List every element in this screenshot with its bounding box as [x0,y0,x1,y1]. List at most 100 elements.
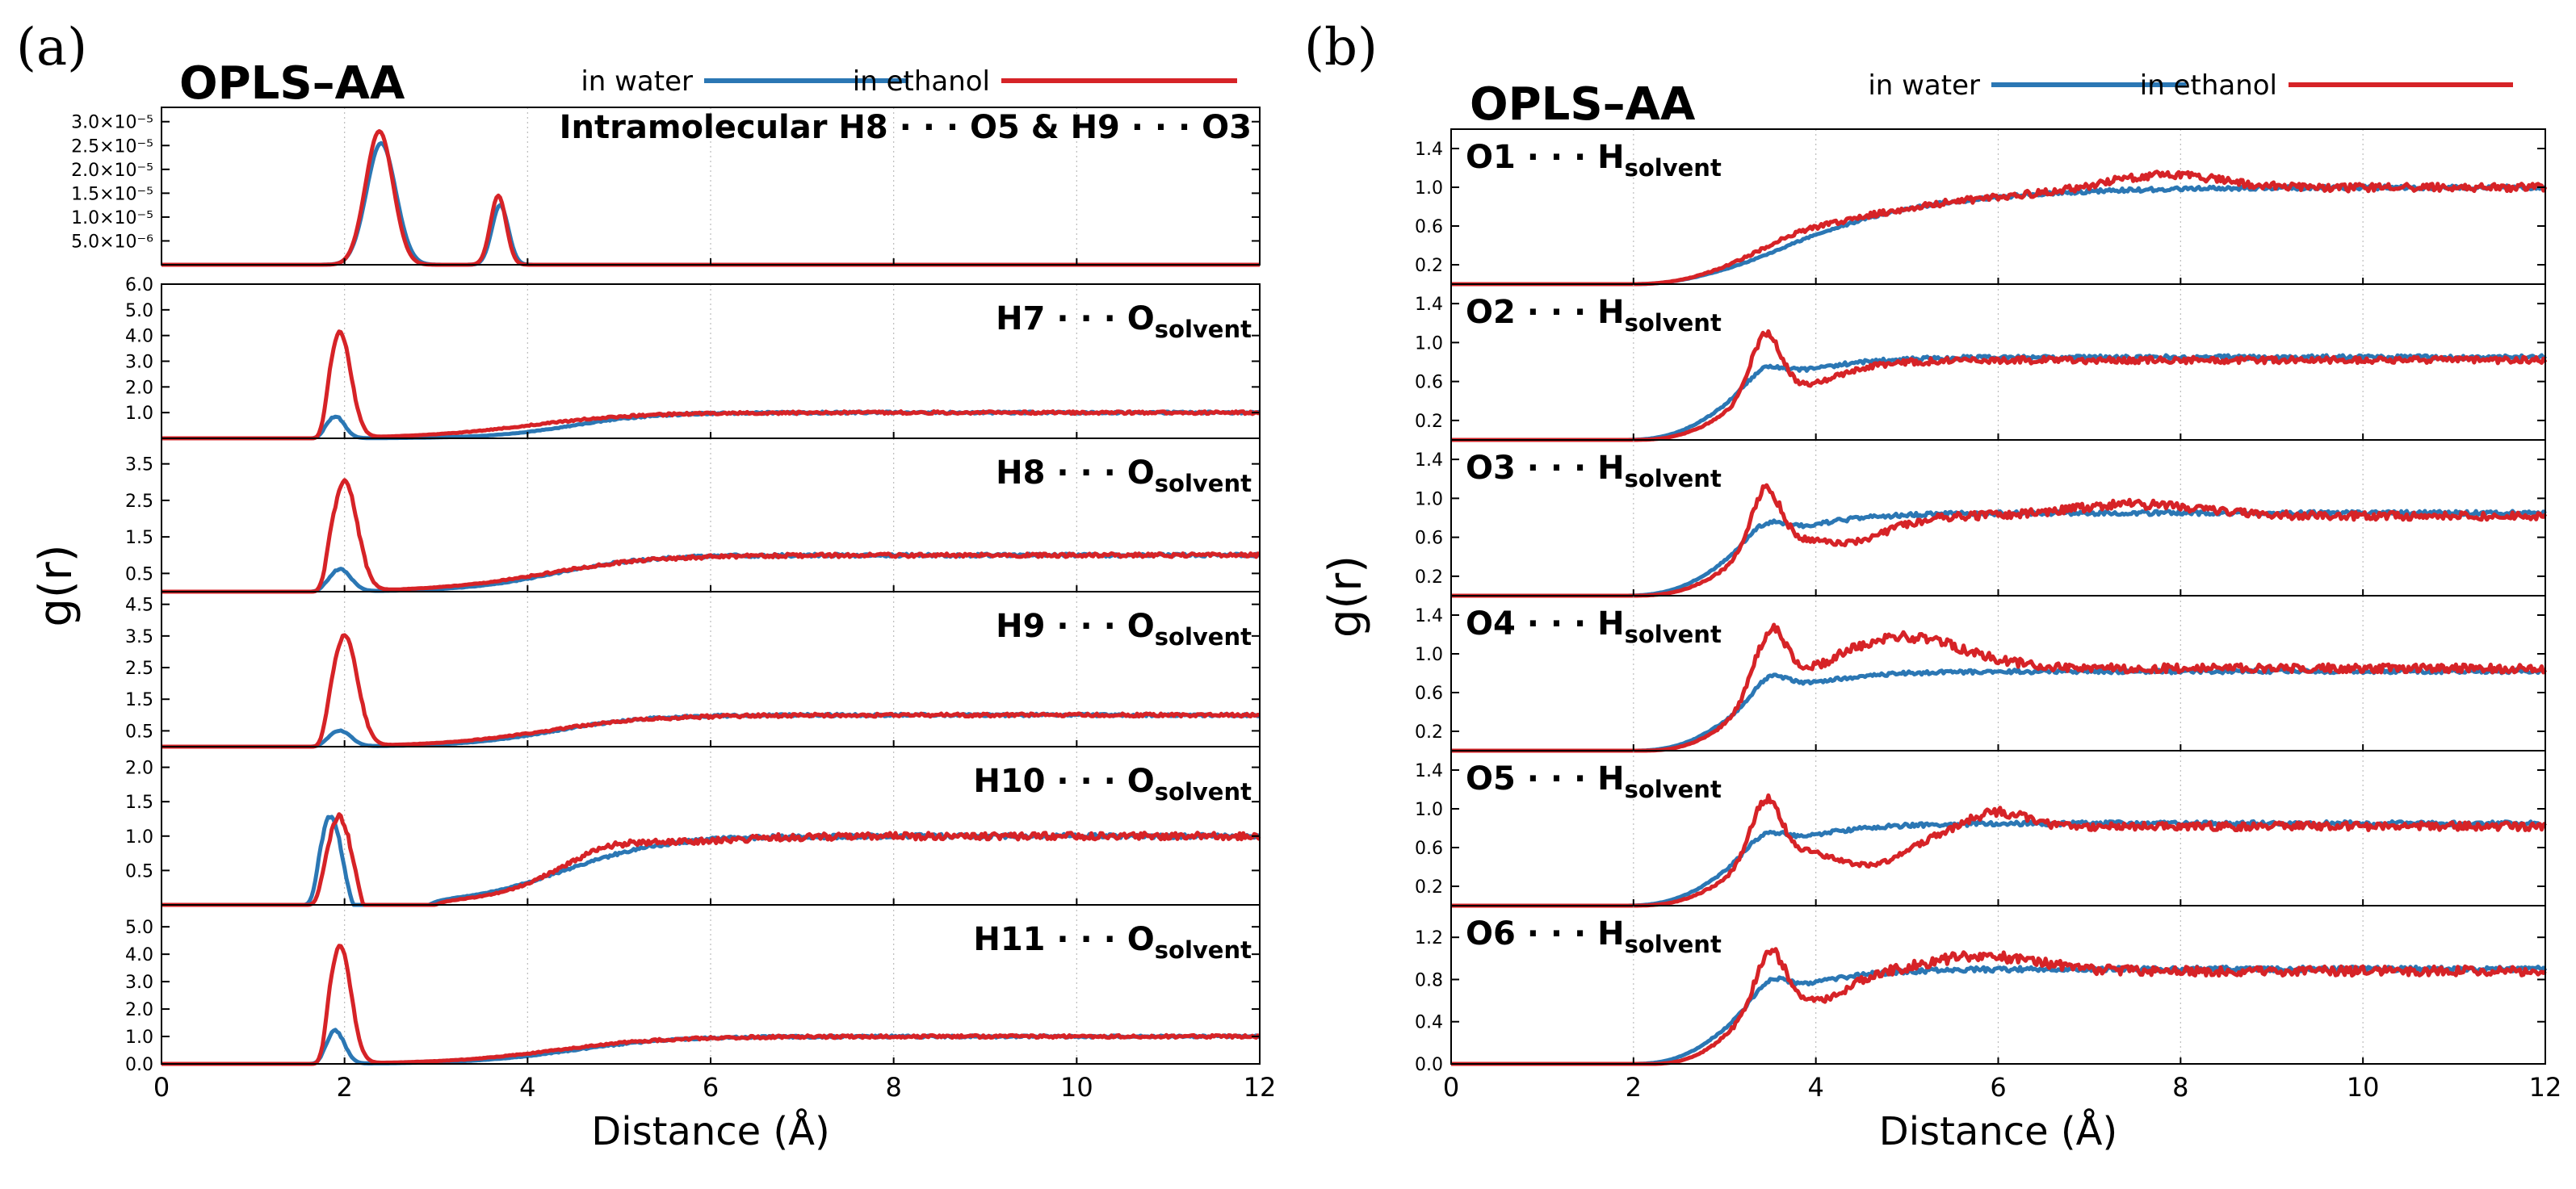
ytick-label: 1.5 [125,528,153,548]
ytick-label: 3.0×10⁻⁵ [71,113,153,133]
ytick-label: 4.0 [125,327,153,347]
subplot-5: 0.2 0.6 1.0 1.4 O5 · · · Hsolvent [1415,750,2547,908]
subplot-label-subscript: solvent [1625,931,1722,958]
legend-label-water: in water [1868,69,1980,102]
subplot-label-subscript: solvent [1625,309,1722,337]
xtick-label: 4 [1807,1072,1823,1103]
subplot-label-main: O4 · · · H [1466,605,1625,643]
ytick-label: 2.5 [125,492,153,512]
ytick-label: 2.0×10⁻⁵ [71,161,153,181]
xtick-label: 10 [2347,1072,2380,1103]
ytick-label: 1.4 [1415,606,1443,626]
series-ethanol-line [1450,793,2547,908]
ytick-label: 0.2 [1415,722,1443,743]
ytick-label: 3.5 [125,627,153,647]
subplot-label-subscript: solvent [1625,154,1722,182]
subplot-5: 0.5 1.0 1.5 2.0 H10 · · · Osolvent [125,746,1261,907]
ytick-label: 1.5×10⁻⁵ [71,184,153,204]
ytick-label: 0.6 [1415,529,1443,549]
subplot-label: O3 · · · Hsolvent [1466,450,1722,492]
ytick-label: 0.6 [1415,684,1443,704]
subplot-label-main: H9 · · · O [996,608,1155,645]
subplot-label-subscript: solvent [1155,470,1252,497]
ytick-label: 0.2 [1415,877,1443,898]
subplot-label: H7 · · · Osolvent [996,300,1252,343]
ytick-label: 0.0 [1415,1055,1443,1075]
ytick-label: 1.4 [1415,761,1443,781]
subplot-3: 0.5 1.5 2.5 3.5 H8 · · · Osolvent [125,438,1261,594]
model-label: OPLS–AA [1470,78,1696,131]
ytick-label: 3.0 [125,973,153,993]
x-axis-title: Distance (Å) [1879,1108,2117,1154]
ytick-label: 6.0 [125,275,153,295]
ytick-label: 0.2 [1415,256,1443,276]
subplot-1: 0.2 0.6 1.0 1.4 O1 · · · Hsolvent [1415,128,2548,287]
ytick-label: 1.0 [125,1028,153,1048]
subplot-label: O4 · · · Hsolvent [1466,605,1722,648]
ytick-label: 0.5 [125,722,153,742]
subplot-4: 0.5 1.5 2.5 3.5 4.5 H9 · · · Osolvent [125,591,1261,749]
xtick-label: 8 [885,1072,901,1103]
ytick-label: 5.0 [125,918,153,938]
xtick-label: 2 [336,1072,352,1103]
subplot-label-main: Intramolecular H8 · · · O5 & H9 · · · O3 [560,109,1252,146]
legend-label-ethanol: in ethanol [2140,69,2277,102]
ytick-label: 3.0 [125,353,153,373]
xtick-label: 10 [1060,1072,1093,1103]
panel-b: (b) OPLS–AA in water in ethanol 0.2 0.6 1.0 1.4… [1304,18,2561,1154]
subplot-label-main: H7 · · · O [996,300,1155,337]
ytick-label: 1.4 [1415,295,1443,315]
subplot-label-main: O6 · · · H [1466,915,1625,952]
subplot-label-main: O2 · · · H [1466,294,1625,331]
ytick-label: 1.0 [125,827,153,848]
ytick-label: 1.0 [1415,178,1443,199]
ytick-label: 1.5 [125,690,153,710]
series-ethanol-line [161,329,1261,441]
ytick-label: 2.5 [125,659,153,679]
ytick-label: 2.0 [125,759,153,779]
y-axis-title: g(r) [30,544,82,626]
panel-a: (a) OPLS–AA in water in ethanol 5.0×10⁻⁶ 1.0×… [16,18,1276,1154]
subplot-label: O5 · · · Hsolvent [1466,760,1722,803]
series-water-line [1450,667,2547,753]
legend-label-water: in water [581,65,693,98]
subplot-label: O1 · · · Hsolvent [1466,139,1722,182]
subplot-6: 0.0 1.0 2.0 3.0 4.0 5.0 H11 · · · Osolvent [125,904,1261,1075]
subplot-label: O2 · · · Hsolvent [1466,294,1722,337]
ytick-label: 1.0 [1415,333,1443,354]
subplot-label-main: O3 · · · H [1466,450,1625,487]
xtick-label: 6 [1990,1072,2006,1103]
xtick-label: 0 [153,1072,170,1103]
ytick-label: 4.0 [125,945,153,965]
xtick-label: 8 [2172,1072,2188,1103]
ytick-label: 1.0 [1415,645,1443,665]
subplot-label-subscript: solvent [1155,623,1252,651]
subplot-label-main: O5 · · · H [1466,760,1625,798]
subplot-2: 1.0 2.0 3.0 4.0 5.0 6.0 H7 · · · Osolvent [125,275,1261,441]
ytick-label: 2.0 [125,378,153,398]
ytick-label: 0.5 [125,861,153,881]
ytick-label: 0.2 [1415,412,1443,432]
ytick-label: 1.5 [125,793,153,813]
subplot-label-subscript: solvent [1155,778,1252,806]
series-ethanol-line [1450,483,2548,598]
subplot-label-subscript: solvent [1155,936,1252,964]
series-ethanol-line [161,812,1261,907]
subplot-label: H11 · · · Osolvent [973,921,1252,964]
subplot-1: 5.0×10⁻⁶ 1.0×10⁻⁵ 1.5×10⁻⁵ 2.0×10⁻⁵ 2.5×10⁻⁵… [71,107,1261,267]
ytick-label: 0.0 [125,1055,153,1075]
x-axis-title: Distance (Å) [591,1108,829,1154]
ytick-label: 3.5 [125,455,153,475]
ytick-label: 4.5 [125,596,153,616]
subplot-label-main: H8 · · · O [996,454,1155,492]
subplot-label-main: H10 · · · O [973,763,1154,800]
ytick-label: 1.2 [1415,928,1443,948]
subplot-3: 0.2 0.6 1.0 1.4 O3 · · · Hsolvent [1415,439,2548,598]
subplot-6: 0.0 0.4 0.8 1.2 O6 · · · Hsolvent [1415,905,2548,1075]
subplot-label-subscript: solvent [1625,465,1722,492]
panel-letter: (a) [16,18,87,77]
xtick-label: 12 [1244,1072,1277,1103]
ytick-label: 0.5 [125,564,153,584]
subplot-4: 0.2 0.6 1.0 1.4 O4 · · · Hsolvent [1415,595,2548,753]
subplot-label: H8 · · · Osolvent [996,454,1252,497]
